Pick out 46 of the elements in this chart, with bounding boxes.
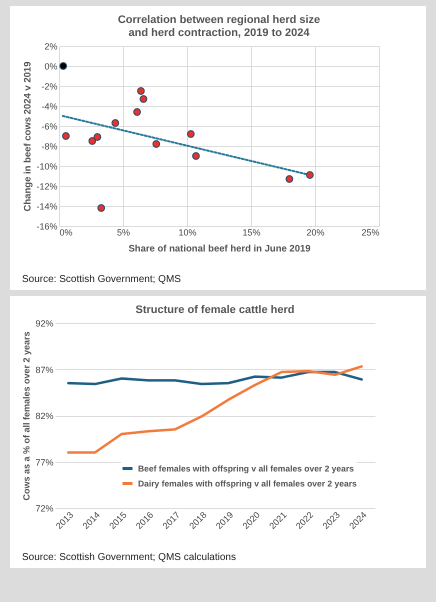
point	[133, 108, 141, 116]
point	[88, 137, 96, 145]
point	[59, 62, 68, 70]
y-tick-label: -6%	[41, 122, 58, 132]
source-note: Source: Scottish Government; QMS calculations	[22, 552, 237, 563]
x-tick-label: 15%	[242, 228, 261, 238]
chart-title: Correlation between regional herd size and herd contraction, 2019 to 2024	[118, 14, 320, 39]
y-tick-label: -2%	[41, 82, 58, 92]
point	[140, 95, 148, 103]
y-tick-label: -10%	[36, 162, 58, 172]
point	[97, 204, 106, 212]
y-tick-label: 92%	[35, 318, 54, 328]
y-tick-label: -14%	[36, 202, 58, 212]
legend-label: Beef females with offspring v all females over 2 years	[138, 464, 354, 474]
point	[192, 152, 200, 160]
point	[137, 87, 145, 95]
y-tick-label: -8%	[41, 142, 58, 152]
x-axis-title: Share of national beef herd in June 2019	[128, 244, 311, 254]
chart-title: Structure of female cattle herd	[136, 304, 294, 316]
line-series	[67, 365, 363, 454]
point	[186, 130, 195, 138]
y-axis-title: Change in beef cows 2024 v 2019	[22, 62, 34, 212]
line-series	[67, 370, 363, 386]
y-tick-label: -16%	[36, 222, 58, 232]
source-note: Source: Scottish Government; QMS	[22, 274, 182, 285]
point	[286, 175, 294, 183]
y-tick-label: 0%	[44, 62, 58, 72]
x-tick-label: 20%	[306, 228, 325, 238]
y-axis-title: Cows as a % of all females over 2 years	[21, 331, 32, 501]
point	[62, 132, 70, 140]
point	[111, 119, 120, 127]
y-tick-label: -12%	[36, 182, 58, 192]
y-tick-label: 77%	[35, 457, 54, 468]
point	[306, 171, 314, 179]
x-tick-label: 10%	[178, 228, 197, 238]
point	[94, 133, 102, 141]
point	[152, 140, 160, 148]
x-tick-label: 5%	[116, 228, 130, 238]
legend-label: Dairy females with offspring v all females over 2 years	[138, 478, 358, 488]
y-tick-label: 72%	[35, 504, 54, 514]
x-tick-label: 25%	[361, 228, 380, 238]
y-tick-label: -4%	[41, 102, 58, 112]
y-tick-label: 87%	[35, 364, 54, 375]
y-tick-label: 82%	[35, 411, 54, 421]
y-tick-label: 2%	[44, 42, 58, 52]
x-tick-label: 0%	[60, 228, 73, 238]
